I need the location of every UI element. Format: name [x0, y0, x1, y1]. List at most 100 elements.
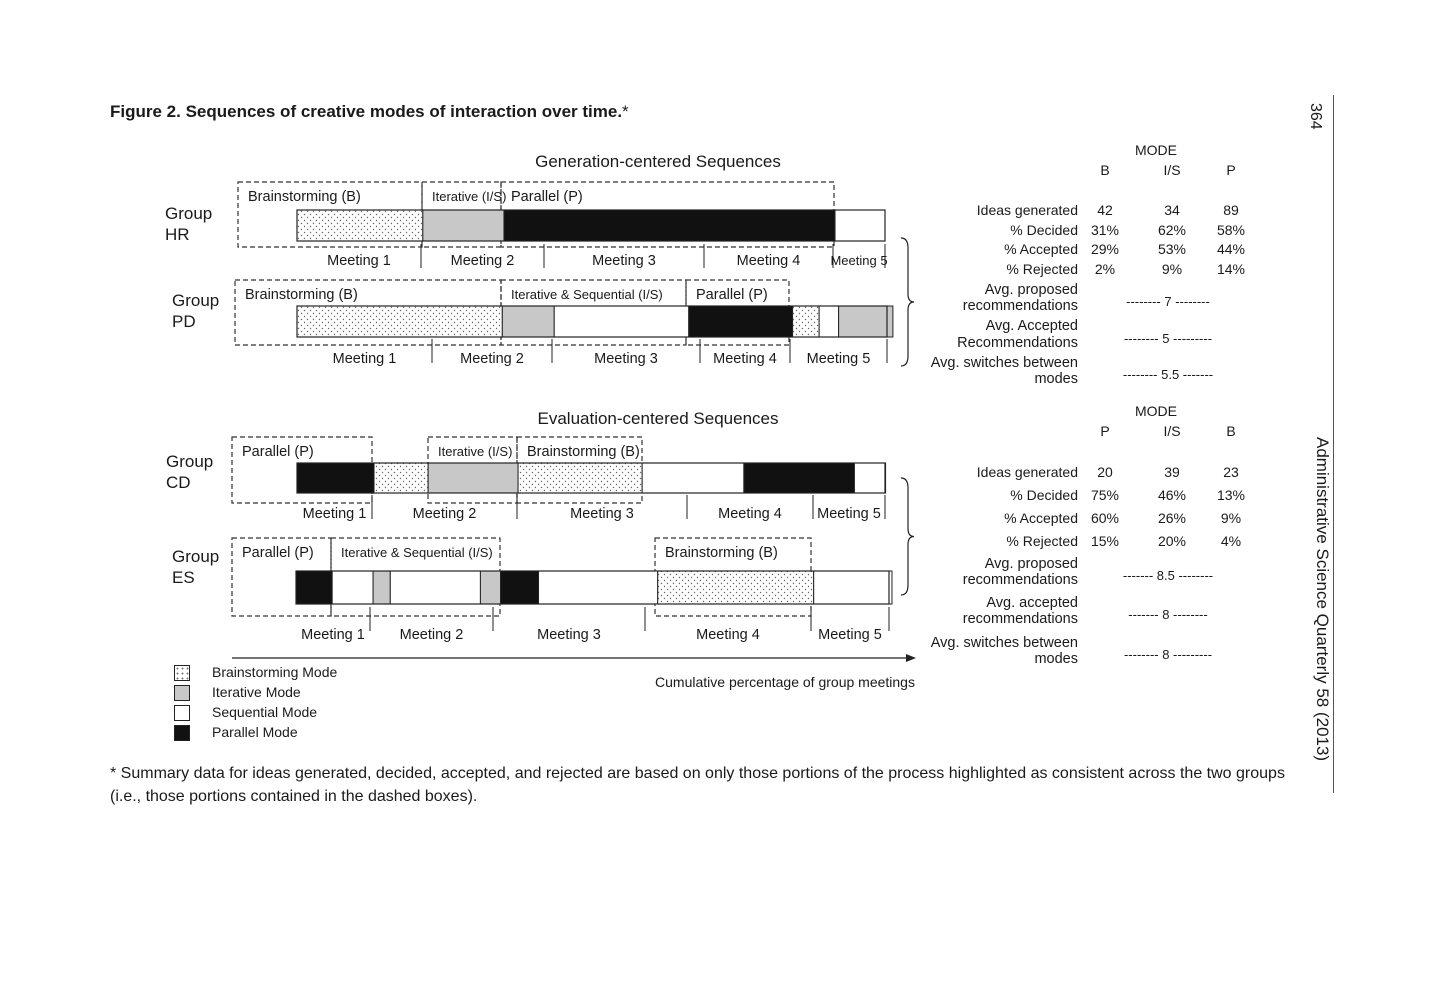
stat-value: 39	[1164, 464, 1180, 480]
summary-label: recommendations	[963, 572, 1078, 588]
stat-label: Ideas generated	[977, 202, 1078, 218]
stat-value: 15%	[1091, 533, 1119, 549]
mode-segment	[296, 305, 503, 338]
mode-segment	[372, 570, 391, 605]
stat-value: 34	[1164, 202, 1180, 218]
summary-value: ------- 8.5 --------	[1123, 568, 1213, 583]
mode-column-header: P	[1226, 162, 1235, 178]
group-name: Group	[165, 204, 212, 223]
axis-arrow-icon	[906, 654, 916, 662]
summary-value: -------- 8 ---------	[1124, 647, 1212, 662]
box-label: Parallel (P)	[696, 287, 768, 303]
mode-header: MODE	[1135, 403, 1177, 419]
group-id: ES	[172, 568, 195, 587]
stat-value: 58%	[1217, 222, 1245, 238]
stat-label: % Decided	[1010, 487, 1078, 503]
legend-label: Iterative Mode	[212, 684, 301, 700]
stat-value: 23	[1223, 464, 1239, 480]
summary-label: Avg. Accepted	[986, 318, 1078, 334]
margin-rule	[1333, 95, 1334, 793]
meeting-label: Meeting 3	[570, 506, 634, 522]
box-label: Brainstorming (B)	[248, 189, 361, 205]
meeting-label: Meeting 1	[333, 351, 397, 367]
meeting-label: Meeting 4	[718, 506, 782, 522]
meeting-label: Meeting 5	[807, 351, 871, 367]
brainstorming-swatch-icon	[174, 665, 190, 682]
mode-segment	[641, 462, 745, 494]
bar-outline	[296, 209, 886, 242]
box-label: Parallel (P)	[242, 545, 314, 561]
meeting-label: Meeting 1	[303, 506, 367, 522]
meeting-label: Meeting 5	[818, 627, 882, 643]
mode-segment	[422, 209, 505, 242]
stat-value: 4%	[1221, 533, 1241, 549]
mode-segment	[538, 570, 659, 605]
mode-segment	[373, 462, 429, 494]
mode-segment	[296, 209, 424, 242]
meeting-label: Meeting 2	[460, 351, 524, 367]
mode-segment	[834, 209, 886, 242]
stat-value: 20%	[1158, 533, 1186, 549]
box-label: Brainstorming (B)	[527, 444, 640, 460]
summary-label: recommendations	[963, 298, 1078, 314]
summary-value: -------- 5 ---------	[1124, 331, 1212, 346]
stat-value: 60%	[1091, 510, 1119, 526]
bar-outline	[296, 462, 886, 494]
box-label: Iterative (I/S)	[432, 189, 506, 204]
legend-label: Parallel Mode	[212, 724, 298, 740]
mode-column-header: I/S	[1163, 162, 1180, 178]
stat-value: 9%	[1221, 510, 1241, 526]
summary-label: Avg. proposed	[985, 556, 1078, 572]
group-id: PD	[172, 312, 196, 331]
stat-value: 53%	[1158, 241, 1186, 257]
summary-label: modes	[1034, 651, 1078, 667]
figure-title: Figure 2. Sequences of creative modes of…	[110, 102, 629, 122]
stat-value: 46%	[1158, 487, 1186, 503]
legend-label: Brainstorming Mode	[212, 664, 338, 680]
summary-label: Avg. switches between	[931, 355, 1078, 371]
legend-label: Sequential Mode	[212, 704, 318, 720]
meeting-label: Meeting 5	[817, 506, 881, 522]
legend-item-brainstorming: Brainstorming Mode	[174, 664, 338, 682]
mode-segment	[501, 305, 555, 338]
mode-segment	[503, 209, 836, 242]
group-name: Group	[166, 452, 213, 471]
stat-value: 9%	[1162, 261, 1182, 277]
mode-segment	[818, 305, 840, 338]
box-label: Brainstorming (B)	[665, 545, 778, 561]
mode-segment	[688, 305, 794, 338]
figure-title-text: Figure 2. Sequences of creative modes of…	[110, 102, 623, 121]
summary-label: Avg. switches between	[931, 635, 1078, 651]
mode-segment	[553, 305, 690, 338]
summary-label: Recommendations	[957, 335, 1078, 351]
stat-value: 2%	[1095, 261, 1115, 277]
summary-label: recommendations	[963, 611, 1078, 627]
meeting-label: Meeting 2	[413, 506, 477, 522]
box-label: Parallel (P)	[242, 444, 314, 460]
meeting-label: Meeting 3	[592, 253, 656, 269]
stat-label: % Accepted	[1004, 241, 1078, 257]
mode-segment	[517, 462, 643, 494]
stat-value: 62%	[1158, 222, 1186, 238]
mode-column-header: B	[1226, 423, 1235, 439]
box-label: Iterative & Sequential (I/S)	[341, 545, 493, 560]
axis-label: Cumulative percentage of group meetings	[655, 674, 915, 690]
mode-segment	[427, 462, 519, 494]
stat-value: 42	[1097, 202, 1113, 218]
mode-segment	[500, 570, 540, 605]
meeting-label: Meeting 1	[327, 253, 391, 269]
meeting-label: Meeting 2	[400, 627, 464, 643]
summary-value: -------- 5.5 -------	[1123, 367, 1213, 382]
summary-label: modes	[1034, 371, 1078, 387]
bar-outline	[296, 305, 888, 338]
meeting-label: Meeting 4	[713, 351, 777, 367]
group-name: Group	[172, 547, 219, 566]
section-title: Evaluation-centered Sequences	[538, 409, 779, 428]
stat-value: 13%	[1217, 487, 1245, 503]
meeting-label: Meeting 4	[737, 253, 801, 269]
group-id: CD	[166, 473, 191, 492]
mode-segment	[853, 462, 887, 494]
summary-value: -------- 7 --------	[1126, 294, 1210, 309]
mode-column-header: B	[1100, 162, 1109, 178]
